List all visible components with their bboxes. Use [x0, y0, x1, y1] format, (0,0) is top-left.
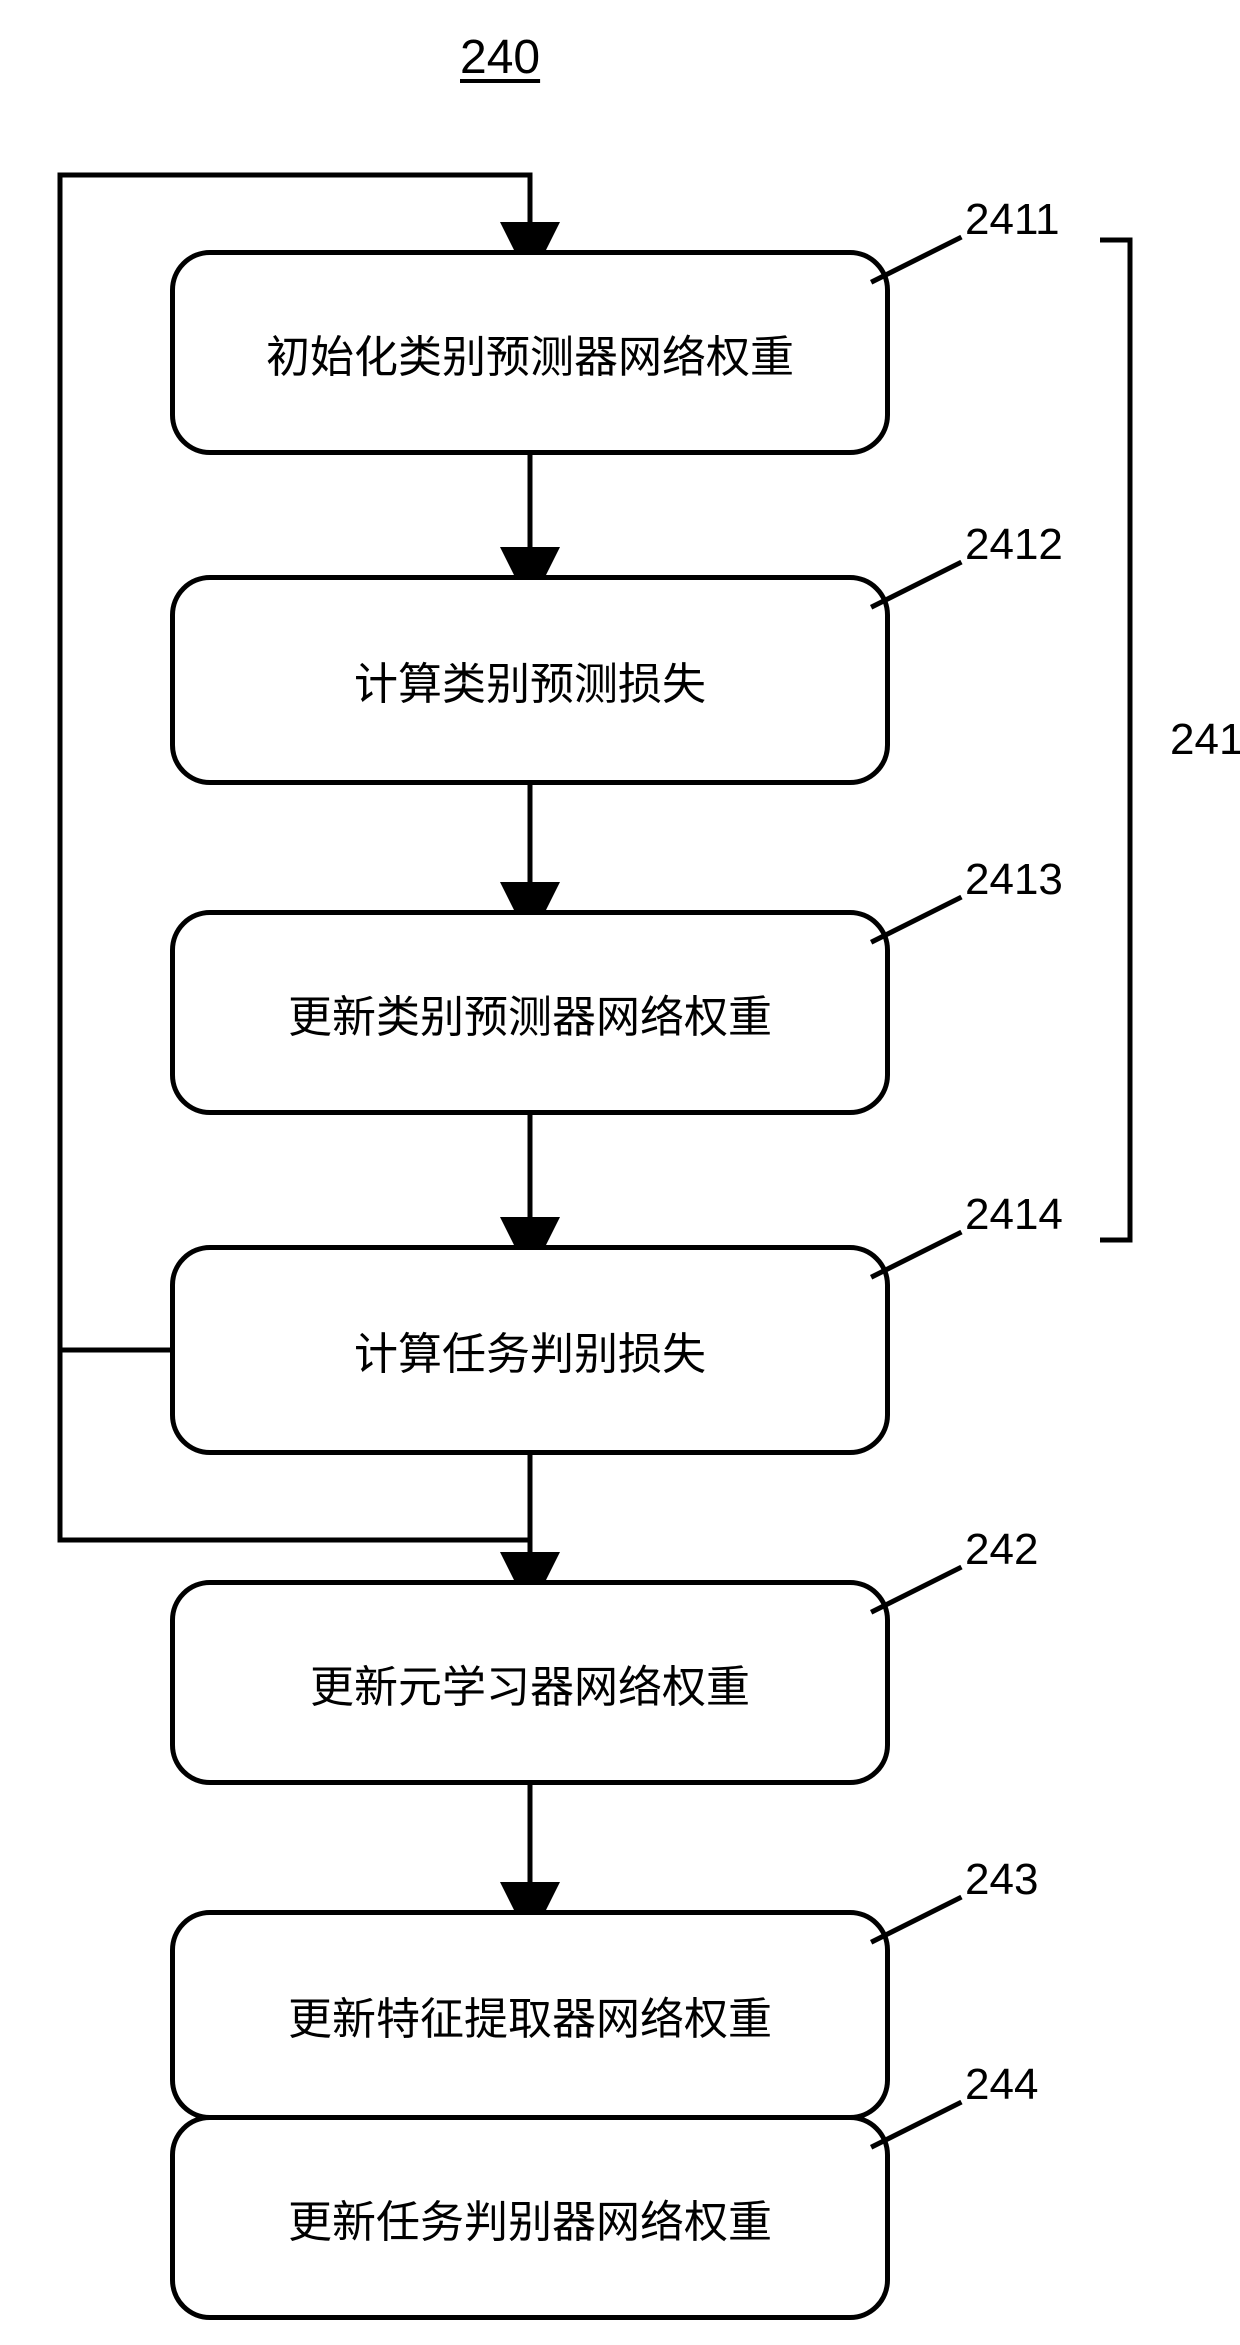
group-label-241: 241 [1170, 715, 1240, 765]
flow-node-243: 更新特征提取器网络权重 [170, 1910, 890, 2120]
step-label-244: 244 [965, 2060, 1038, 2110]
flow-node-244: 更新任务判别器网络权重 [170, 2115, 890, 2320]
flowchart-canvas: 240 初始化类别预测器网络权重计算类别预测损失更新类别预测器网络权重计算任务判… [0, 0, 1240, 2345]
flow-node-2413: 更新类别预测器网络权重 [170, 910, 890, 1115]
leader-line [870, 235, 962, 284]
leader-line [870, 1895, 962, 1944]
leader-line [870, 560, 962, 609]
step-label-243: 243 [965, 1855, 1038, 1905]
step-label-2414: 2414 [965, 1190, 1063, 1240]
leader-line [870, 2100, 962, 2149]
step-label-2413: 2413 [965, 855, 1063, 905]
flow-node-2411: 初始化类别预测器网络权重 [170, 250, 890, 455]
step-label-2412: 2412 [965, 520, 1063, 570]
leader-line [870, 1230, 962, 1279]
flow-node-2412: 计算类别预测损失 [170, 575, 890, 785]
step-label-242: 242 [965, 1525, 1038, 1575]
leader-line [870, 895, 962, 944]
step-label-2411: 2411 [965, 195, 1060, 245]
flow-node-2414: 计算任务判别损失 [170, 1245, 890, 1455]
leader-line [870, 1565, 962, 1614]
flow-node-242: 更新元学习器网络权重 [170, 1580, 890, 1785]
diagram-title: 240 [460, 30, 540, 85]
